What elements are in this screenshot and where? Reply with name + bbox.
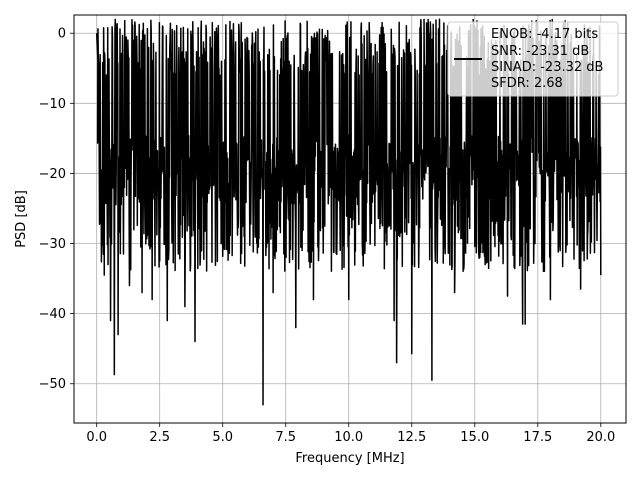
y-tick-label: −40 bbox=[39, 307, 66, 322]
x-axis-label: Frequency [MHz] bbox=[295, 451, 404, 466]
y-tick-label: 0 bbox=[58, 27, 66, 42]
x-axis-ticks: 0.0 2.5 5.0 7.5 10.0 12.5 15.0 17.5 20.0 bbox=[86, 423, 615, 445]
legend-box bbox=[447, 21, 619, 97]
legend-entry-enob: ENOB: -4.17 bits bbox=[491, 27, 598, 42]
plot-frame bbox=[73, 14, 627, 424]
x-tick-label: 10.0 bbox=[334, 430, 363, 445]
y-tick-label: −50 bbox=[39, 377, 66, 392]
x-tick-label: 15.0 bbox=[460, 430, 489, 445]
x-tick-label: 2.5 bbox=[149, 430, 170, 445]
x-tick-label: 5.0 bbox=[212, 430, 233, 445]
legend-entry-sfdr: SFDR: 2.68 bbox=[491, 76, 563, 91]
legend: ENOB: -4.17 bits SNR: -23.31 dB SINAD: -… bbox=[447, 21, 619, 97]
x-tick-label: 20.0 bbox=[586, 430, 615, 445]
x-tick-label: 7.5 bbox=[275, 430, 296, 445]
legend-entry-sinad: SINAD: -23.32 dB bbox=[491, 60, 603, 75]
y-tick-label: −10 bbox=[39, 97, 66, 112]
y-tick-label: −20 bbox=[39, 167, 66, 182]
y-axis-label: PSD [dB] bbox=[14, 190, 29, 248]
x-tick-label: 12.5 bbox=[397, 430, 426, 445]
x-tick-label: 17.5 bbox=[523, 430, 552, 445]
legend-entry-snr: SNR: -23.31 dB bbox=[491, 44, 589, 59]
y-axis-ticks: 0 −10 −20 −30 −40 −50 bbox=[39, 27, 74, 392]
x-tick-label: 0.0 bbox=[86, 430, 107, 445]
psd-series-line bbox=[95, 18, 602, 406]
y-tick-label: −30 bbox=[39, 237, 66, 252]
